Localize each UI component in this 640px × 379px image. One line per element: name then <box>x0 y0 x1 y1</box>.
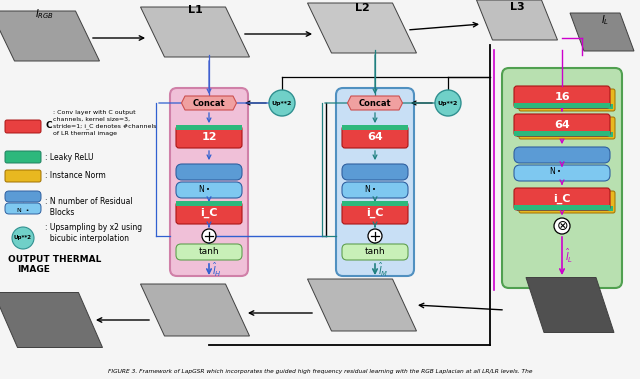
Polygon shape <box>570 13 634 51</box>
Polygon shape <box>182 96 237 110</box>
FancyBboxPatch shape <box>519 117 615 139</box>
FancyBboxPatch shape <box>519 89 615 111</box>
FancyBboxPatch shape <box>514 165 610 181</box>
Bar <box>342 125 408 130</box>
Text: $\hat{I}_L$: $\hat{I}_L$ <box>565 247 573 265</box>
Text: OUTPUT THERMAL: OUTPUT THERMAL <box>8 255 101 263</box>
Text: L3: L3 <box>509 2 524 12</box>
Text: : Leaky ReLU: : Leaky ReLU <box>45 152 93 161</box>
FancyBboxPatch shape <box>5 120 41 133</box>
Text: $\hat{I}_M$: $\hat{I}_M$ <box>378 261 388 279</box>
Bar <box>514 103 610 108</box>
Circle shape <box>202 229 216 243</box>
FancyBboxPatch shape <box>176 164 242 180</box>
Circle shape <box>12 227 34 249</box>
Polygon shape <box>307 279 417 331</box>
Bar <box>176 125 242 130</box>
Text: tanh: tanh <box>365 247 385 257</box>
FancyBboxPatch shape <box>342 182 408 198</box>
Bar <box>514 205 610 210</box>
Text: L1: L1 <box>188 5 202 15</box>
Text: $\hat{I}_H$: $\hat{I}_H$ <box>212 261 222 279</box>
FancyBboxPatch shape <box>176 244 242 260</box>
Text: 16: 16 <box>554 92 570 102</box>
Text: N: N <box>364 185 370 194</box>
Text: •: • <box>372 187 376 193</box>
Text: i_C: i_C <box>200 208 218 218</box>
Circle shape <box>435 90 461 116</box>
Text: : Upsampling by x2 using
  bicubic interpolation: : Upsampling by x2 using bicubic interpo… <box>45 222 142 243</box>
FancyBboxPatch shape <box>5 203 41 214</box>
Text: $I_{RGB}$: $I_{RGB}$ <box>35 7 54 21</box>
Circle shape <box>368 229 382 243</box>
Text: : Instance Norm: : Instance Norm <box>45 172 106 180</box>
FancyBboxPatch shape <box>514 86 610 108</box>
Circle shape <box>269 90 295 116</box>
FancyBboxPatch shape <box>170 88 248 276</box>
Circle shape <box>554 218 570 234</box>
Polygon shape <box>526 277 614 332</box>
Text: C: C <box>45 122 52 130</box>
Polygon shape <box>141 284 250 336</box>
Bar <box>517 132 613 137</box>
Polygon shape <box>0 293 102 348</box>
Text: 12: 12 <box>201 132 217 142</box>
Text: : Conv layer with C output
channels, kernel size=3,
stride=1; i_C denotes #chann: : Conv layer with C output channels, ker… <box>53 110 156 136</box>
Text: •: • <box>557 169 561 175</box>
Text: L2: L2 <box>355 3 369 13</box>
Text: N  •: N • <box>17 207 29 213</box>
FancyBboxPatch shape <box>5 170 41 182</box>
Text: tanh: tanh <box>198 247 220 257</box>
Bar <box>176 201 242 206</box>
Bar <box>517 104 613 109</box>
Polygon shape <box>348 96 403 110</box>
Text: $I_L$: $I_L$ <box>601 13 609 27</box>
Text: i_C: i_C <box>553 194 571 204</box>
FancyBboxPatch shape <box>514 188 610 210</box>
Bar <box>342 201 408 206</box>
FancyBboxPatch shape <box>342 126 408 148</box>
Polygon shape <box>0 11 99 61</box>
FancyBboxPatch shape <box>176 126 242 148</box>
Text: Concat: Concat <box>358 99 391 108</box>
Text: 64: 64 <box>367 132 383 142</box>
FancyBboxPatch shape <box>502 68 622 288</box>
Text: IMAGE: IMAGE <box>17 266 50 274</box>
Text: N: N <box>198 185 204 194</box>
Text: : N number of Residual
  Blocks: : N number of Residual Blocks <box>45 197 132 218</box>
Text: Up**2: Up**2 <box>272 100 292 105</box>
Polygon shape <box>141 7 250 57</box>
FancyBboxPatch shape <box>519 191 615 213</box>
Polygon shape <box>307 3 417 53</box>
Text: •: • <box>206 187 210 193</box>
Polygon shape <box>477 0 557 40</box>
Text: FIGURE 3. Framework of LapGSR which incorporates the guided high frequency resid: FIGURE 3. Framework of LapGSR which inco… <box>108 369 532 374</box>
FancyBboxPatch shape <box>176 202 242 224</box>
Text: N: N <box>549 168 555 177</box>
Bar <box>514 131 610 136</box>
FancyBboxPatch shape <box>342 164 408 180</box>
Text: Up**2: Up**2 <box>14 235 32 241</box>
Text: Concat: Concat <box>193 99 225 108</box>
FancyBboxPatch shape <box>342 244 408 260</box>
FancyBboxPatch shape <box>336 88 414 276</box>
Text: 64: 64 <box>554 120 570 130</box>
Bar <box>517 206 613 211</box>
Text: Up**2: Up**2 <box>438 100 458 105</box>
Text: i_C: i_C <box>366 208 384 218</box>
FancyBboxPatch shape <box>342 202 408 224</box>
FancyBboxPatch shape <box>5 151 41 163</box>
FancyBboxPatch shape <box>176 182 242 198</box>
Text: $\otimes$: $\otimes$ <box>556 219 568 233</box>
FancyBboxPatch shape <box>5 191 41 202</box>
FancyBboxPatch shape <box>514 147 610 163</box>
FancyBboxPatch shape <box>514 114 610 136</box>
